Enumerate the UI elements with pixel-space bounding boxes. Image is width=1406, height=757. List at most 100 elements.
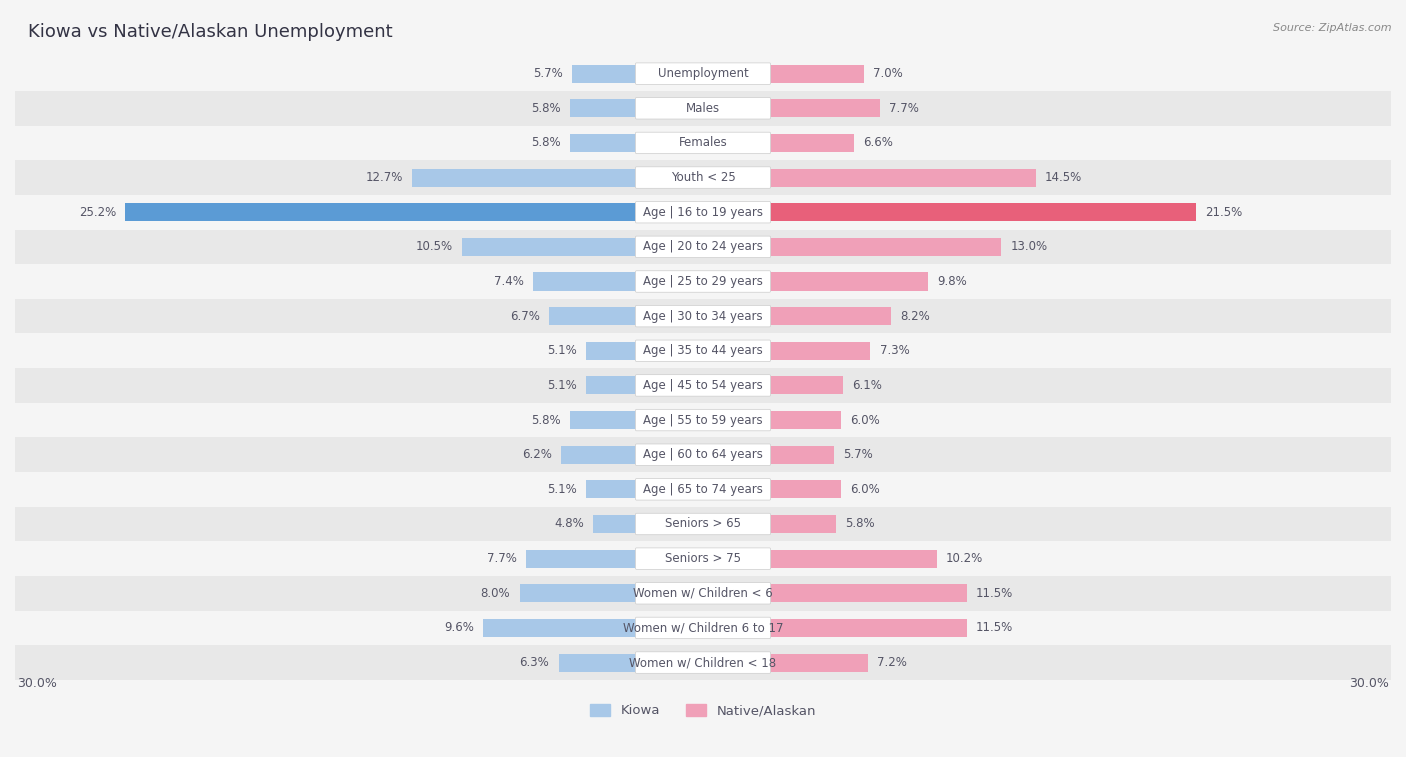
Legend: Kiowa, Native/Alaskan: Kiowa, Native/Alaskan	[585, 699, 821, 723]
Bar	[703, 341, 870, 360]
Text: 10.2%: 10.2%	[946, 552, 983, 565]
Text: Age | 30 to 34 years: Age | 30 to 34 years	[643, 310, 763, 322]
Text: 6.2%: 6.2%	[522, 448, 551, 461]
Text: 9.6%: 9.6%	[444, 621, 474, 634]
Text: Women w/ Children < 18: Women w/ Children < 18	[630, 656, 776, 669]
FancyBboxPatch shape	[636, 167, 770, 188]
Text: 6.3%: 6.3%	[520, 656, 550, 669]
Bar	[15, 160, 1391, 195]
Bar	[703, 64, 863, 83]
Bar	[15, 611, 1391, 645]
Bar	[569, 411, 703, 429]
FancyBboxPatch shape	[636, 652, 770, 673]
Text: Kiowa vs Native/Alaskan Unemployment: Kiowa vs Native/Alaskan Unemployment	[28, 23, 392, 41]
Bar	[15, 506, 1391, 541]
Text: 12.7%: 12.7%	[366, 171, 402, 184]
Text: Age | 60 to 64 years: Age | 60 to 64 years	[643, 448, 763, 461]
Text: Seniors > 65: Seniors > 65	[665, 518, 741, 531]
Bar	[482, 619, 703, 637]
FancyBboxPatch shape	[636, 271, 770, 292]
Bar	[15, 541, 1391, 576]
Bar	[586, 341, 703, 360]
Text: 30.0%: 30.0%	[17, 677, 58, 690]
Bar	[586, 376, 703, 394]
Text: 9.8%: 9.8%	[936, 275, 967, 288]
Text: 11.5%: 11.5%	[976, 621, 1014, 634]
Text: 7.2%: 7.2%	[877, 656, 907, 669]
Text: Women w/ Children 6 to 17: Women w/ Children 6 to 17	[623, 621, 783, 634]
Bar	[558, 653, 703, 671]
Text: 5.8%: 5.8%	[531, 136, 561, 149]
Text: 6.0%: 6.0%	[849, 483, 880, 496]
Bar	[412, 169, 703, 186]
Text: 25.2%: 25.2%	[79, 206, 115, 219]
FancyBboxPatch shape	[636, 236, 770, 257]
Bar	[15, 472, 1391, 506]
Text: Source: ZipAtlas.com: Source: ZipAtlas.com	[1274, 23, 1392, 33]
Text: Age | 16 to 19 years: Age | 16 to 19 years	[643, 206, 763, 219]
FancyBboxPatch shape	[636, 444, 770, 466]
Text: 7.7%: 7.7%	[889, 101, 918, 115]
Bar	[15, 576, 1391, 611]
Text: Males: Males	[686, 101, 720, 115]
Bar	[703, 619, 967, 637]
Text: Age | 45 to 54 years: Age | 45 to 54 years	[643, 379, 763, 392]
Text: 6.6%: 6.6%	[863, 136, 893, 149]
Text: 10.5%: 10.5%	[416, 241, 453, 254]
Bar	[703, 134, 855, 152]
Text: Age | 55 to 59 years: Age | 55 to 59 years	[643, 413, 763, 426]
Text: 14.5%: 14.5%	[1045, 171, 1083, 184]
Text: 8.2%: 8.2%	[900, 310, 929, 322]
FancyBboxPatch shape	[636, 340, 770, 362]
Bar	[15, 368, 1391, 403]
Text: Age | 35 to 44 years: Age | 35 to 44 years	[643, 344, 763, 357]
Text: 5.8%: 5.8%	[531, 101, 561, 115]
Text: Age | 20 to 24 years: Age | 20 to 24 years	[643, 241, 763, 254]
Text: 8.0%: 8.0%	[481, 587, 510, 600]
Bar	[593, 515, 703, 533]
FancyBboxPatch shape	[636, 583, 770, 604]
Bar	[550, 307, 703, 326]
Text: 5.1%: 5.1%	[547, 379, 576, 392]
Text: 11.5%: 11.5%	[976, 587, 1014, 600]
Text: 6.0%: 6.0%	[849, 413, 880, 426]
Bar	[15, 56, 1391, 91]
FancyBboxPatch shape	[636, 513, 770, 534]
Text: 7.4%: 7.4%	[495, 275, 524, 288]
Text: 7.3%: 7.3%	[880, 344, 910, 357]
Bar	[15, 299, 1391, 333]
Bar	[569, 99, 703, 117]
FancyBboxPatch shape	[636, 98, 770, 119]
Bar	[520, 584, 703, 603]
Bar	[703, 481, 841, 498]
Bar	[703, 515, 837, 533]
Bar	[15, 333, 1391, 368]
Text: 21.5%: 21.5%	[1205, 206, 1243, 219]
Text: Females: Females	[679, 136, 727, 149]
Bar	[569, 134, 703, 152]
Bar	[533, 273, 703, 291]
Bar	[703, 307, 891, 326]
Bar	[703, 238, 1001, 256]
Text: 5.7%: 5.7%	[533, 67, 564, 80]
Bar	[561, 446, 703, 464]
Bar	[15, 403, 1391, 438]
Bar	[703, 653, 868, 671]
Text: Age | 25 to 29 years: Age | 25 to 29 years	[643, 275, 763, 288]
Bar	[703, 411, 841, 429]
FancyBboxPatch shape	[636, 617, 770, 639]
Text: Youth < 25: Youth < 25	[671, 171, 735, 184]
Text: 13.0%: 13.0%	[1011, 241, 1047, 254]
Bar	[463, 238, 703, 256]
Text: Unemployment: Unemployment	[658, 67, 748, 80]
Bar	[703, 376, 842, 394]
Bar	[586, 481, 703, 498]
Bar	[703, 273, 928, 291]
Bar	[15, 645, 1391, 680]
FancyBboxPatch shape	[636, 410, 770, 431]
Bar	[703, 446, 834, 464]
Bar	[703, 203, 1197, 221]
FancyBboxPatch shape	[636, 201, 770, 223]
FancyBboxPatch shape	[636, 305, 770, 327]
Text: 6.7%: 6.7%	[510, 310, 540, 322]
